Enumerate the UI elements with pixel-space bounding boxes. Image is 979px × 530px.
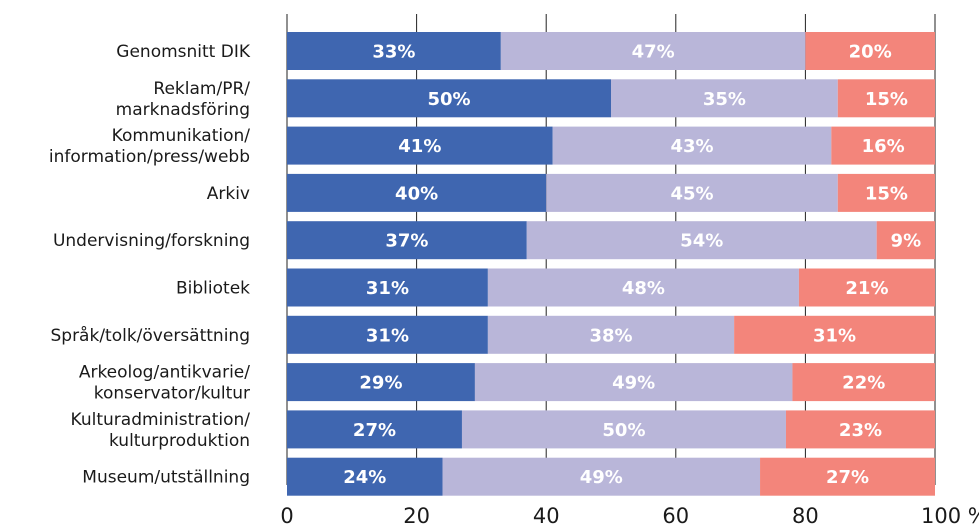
- bar-value-label: 43%: [670, 136, 713, 157]
- bar-segment: [487, 315, 735, 354]
- bar-value-label: 31%: [366, 325, 409, 346]
- bar-value-label: 23%: [839, 420, 882, 441]
- bar-value-label: 33%: [372, 42, 415, 63]
- bar-value-label: 9%: [891, 231, 922, 252]
- bar-segment: [442, 457, 761, 496]
- bar-value-label: 48%: [622, 278, 665, 299]
- bar-segment: [837, 173, 935, 212]
- bar-segment: [287, 410, 462, 449]
- bar-value-label: 22%: [842, 373, 885, 394]
- bar-segment: [287, 457, 443, 496]
- x-tick-label: 80: [792, 504, 819, 528]
- bar-value-label: 15%: [865, 89, 908, 110]
- bar-segment: [611, 79, 838, 118]
- bar-value-label: 29%: [359, 373, 402, 394]
- x-tick-label: 20: [403, 504, 430, 528]
- bar-segment: [734, 315, 935, 354]
- bar-value-label: 31%: [366, 278, 409, 299]
- bar-value-label: 45%: [670, 183, 713, 204]
- x-tick-label: 100 %: [921, 504, 979, 528]
- bar-value-label: 38%: [589, 325, 632, 346]
- bar-value-label: 15%: [865, 183, 908, 204]
- bar-segment: [287, 126, 553, 165]
- x-tick-label: 40: [533, 504, 560, 528]
- bar-segment: [287, 79, 611, 118]
- bar-segment: [287, 173, 547, 212]
- category-label: Kulturadministration/kulturproduktion: [71, 410, 251, 451]
- bar-value-label: 47%: [632, 42, 675, 63]
- x-tick-label: 0: [280, 504, 293, 528]
- bar-segment: [287, 268, 488, 307]
- bar-segment: [760, 457, 935, 496]
- bar-value-label: 50%: [427, 89, 470, 110]
- bar-value-label: 24%: [343, 467, 386, 488]
- bar-value-label: 16%: [862, 136, 905, 157]
- bar-value-label: 40%: [395, 183, 438, 204]
- bar-segment: [831, 126, 935, 165]
- bar-segment: [487, 268, 799, 307]
- category-label: Undervisning/forskning: [53, 231, 250, 251]
- category-label: Arkeolog/antikvarie/konservator/kultur: [79, 363, 250, 404]
- bar-segment: [474, 363, 793, 402]
- category-label: Museum/utställning: [82, 468, 250, 488]
- bar-value-label: 41%: [398, 136, 441, 157]
- bar-value-label: 27%: [826, 467, 869, 488]
- bar-segment: [798, 268, 935, 307]
- category-label: Arkiv: [207, 184, 250, 204]
- bar-segment: [546, 173, 838, 212]
- category-label: Reklam/PR/marknadsföring: [116, 79, 251, 120]
- bar-value-label: 31%: [813, 325, 856, 346]
- category-label: Genomsnitt DIK: [116, 42, 251, 62]
- bar-value-label: 49%: [580, 467, 623, 488]
- bar-segment: [552, 126, 832, 165]
- category-label: Kommunikation/information/press/webb: [49, 126, 250, 167]
- bar-segment: [876, 221, 935, 260]
- bar-value-label: 20%: [849, 42, 892, 63]
- bar-value-label: 54%: [680, 231, 723, 252]
- bar-segment: [785, 410, 935, 449]
- bar-value-label: 49%: [612, 373, 655, 394]
- bar-segment: [287, 363, 475, 402]
- bar-segment: [805, 32, 935, 70]
- bar-value-label: 27%: [353, 420, 396, 441]
- bar-value-label: 35%: [703, 89, 746, 110]
- bar-value-label: 21%: [845, 278, 888, 299]
- bar-value-label: 37%: [385, 231, 428, 252]
- bar-segment: [792, 363, 935, 402]
- bar-segment: [500, 32, 806, 70]
- x-tick-label: 60: [662, 504, 689, 528]
- bar-segment: [287, 221, 527, 260]
- bar-segment: [526, 221, 877, 260]
- bar-segment: [461, 410, 786, 449]
- bar-value-label: 50%: [602, 420, 645, 441]
- bar-segment: [287, 32, 501, 70]
- bar-segment: [837, 79, 935, 118]
- bar-segment: [287, 315, 488, 354]
- category-label: Bibliotek: [176, 279, 250, 299]
- category-label: Språk/tolk/översättning: [50, 325, 250, 346]
